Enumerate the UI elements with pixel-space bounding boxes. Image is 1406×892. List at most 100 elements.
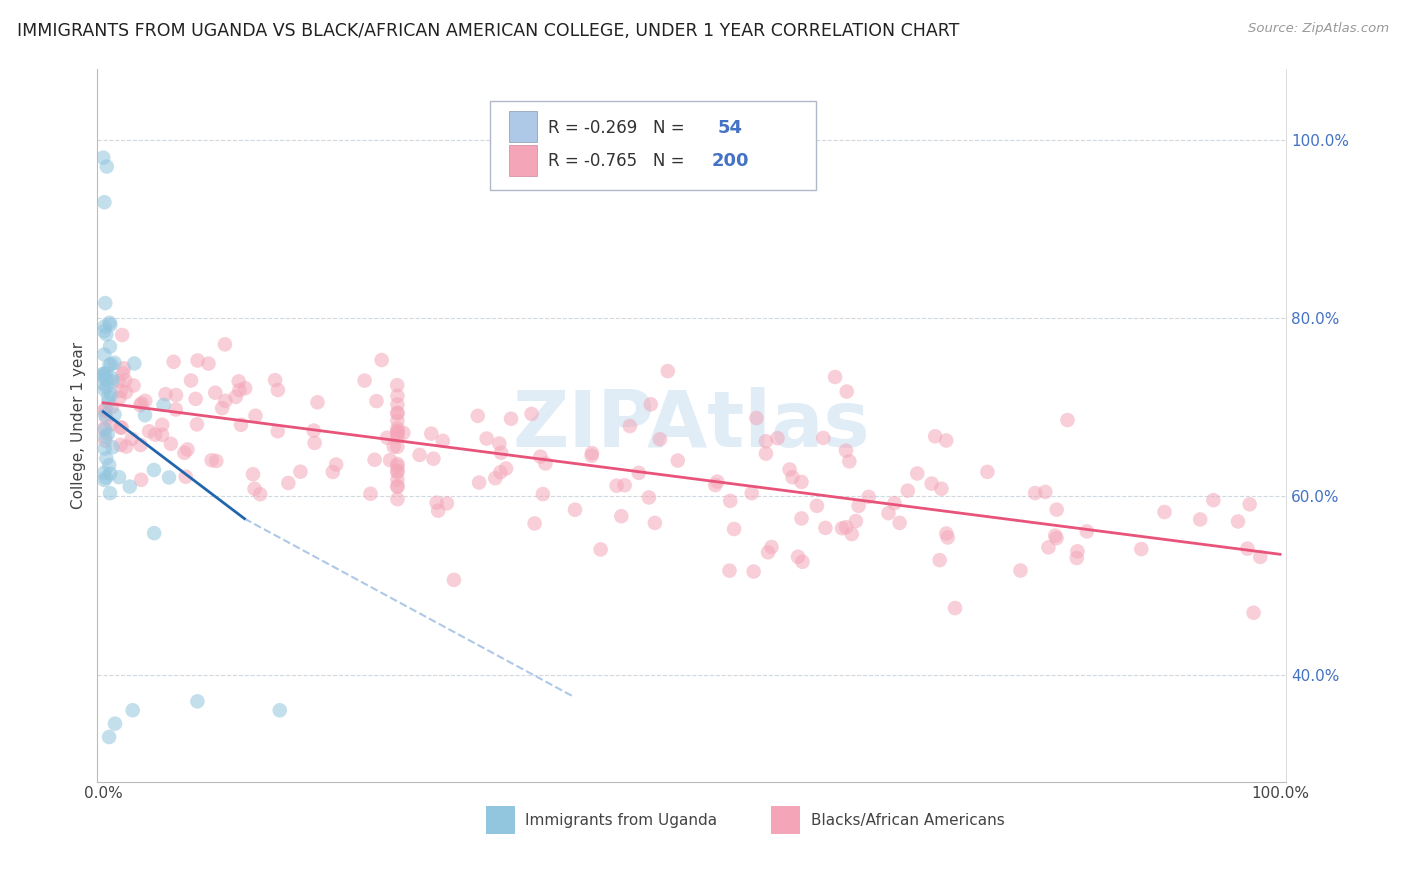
Point <box>98 486 121 500</box>
Point <box>186 694 208 708</box>
Point <box>129 398 152 412</box>
Point <box>467 409 489 423</box>
Point <box>111 367 134 381</box>
Point <box>718 494 741 508</box>
Point <box>936 531 959 545</box>
Point <box>531 487 554 501</box>
Point <box>201 453 224 467</box>
Point <box>134 393 156 408</box>
Point <box>100 417 122 432</box>
Point <box>564 502 586 516</box>
Point <box>103 408 125 422</box>
Point <box>121 703 143 717</box>
Point <box>366 394 388 409</box>
Point <box>883 496 905 510</box>
Point <box>98 358 121 372</box>
Point <box>814 521 837 535</box>
Point <box>93 369 115 384</box>
Point <box>325 458 347 472</box>
Text: R = -0.765   N =: R = -0.765 N = <box>548 153 689 170</box>
Point <box>103 356 125 370</box>
Point <box>184 392 207 406</box>
Text: 200: 200 <box>711 153 749 170</box>
Point <box>94 434 117 448</box>
Point <box>94 408 117 422</box>
Point <box>1130 542 1153 557</box>
Point <box>307 395 329 409</box>
Point <box>94 442 117 456</box>
Point <box>627 466 650 480</box>
Point <box>792 555 814 569</box>
Point <box>436 496 458 510</box>
Point <box>488 436 510 450</box>
Point <box>93 347 115 361</box>
Point <box>742 565 765 579</box>
Point <box>534 457 557 471</box>
Point <box>432 434 454 448</box>
Point <box>1033 484 1056 499</box>
Point <box>619 419 641 434</box>
Point <box>228 383 250 397</box>
Point <box>1189 512 1212 526</box>
FancyBboxPatch shape <box>772 805 800 834</box>
Point <box>233 381 256 395</box>
Point <box>426 496 449 510</box>
Point <box>495 461 517 475</box>
Point <box>93 403 115 417</box>
Point <box>180 374 202 388</box>
Point <box>176 442 198 457</box>
Text: R = -0.269   N =: R = -0.269 N = <box>548 119 695 136</box>
Point <box>93 383 115 397</box>
Point <box>806 499 828 513</box>
Point <box>387 414 409 428</box>
Point <box>197 357 219 371</box>
Point <box>581 449 603 463</box>
Point <box>1239 497 1261 511</box>
Point <box>589 542 612 557</box>
Point <box>755 447 778 461</box>
Point <box>666 453 689 467</box>
Point <box>897 483 920 498</box>
Point <box>606 478 628 492</box>
Point <box>94 422 117 436</box>
Point <box>242 467 264 482</box>
Point <box>387 492 409 507</box>
Point <box>484 471 506 485</box>
Point <box>385 378 408 392</box>
Point <box>375 431 398 445</box>
Point <box>205 454 228 468</box>
Point <box>108 374 131 388</box>
Point <box>163 355 186 369</box>
Point <box>93 195 115 210</box>
Point <box>142 463 165 477</box>
Point <box>657 364 679 378</box>
Point <box>160 437 183 451</box>
Point <box>387 440 409 454</box>
Point <box>824 370 846 384</box>
Point <box>931 482 953 496</box>
Point <box>93 367 115 381</box>
Point <box>115 385 138 400</box>
Point <box>94 373 117 387</box>
Point <box>387 473 409 487</box>
FancyBboxPatch shape <box>486 805 515 834</box>
Point <box>98 316 121 330</box>
Point <box>93 324 115 338</box>
FancyBboxPatch shape <box>509 145 537 177</box>
Point <box>110 384 132 398</box>
Point <box>143 427 166 442</box>
Point <box>98 467 121 481</box>
Point <box>245 409 267 423</box>
Point <box>101 371 124 385</box>
FancyBboxPatch shape <box>509 111 537 142</box>
Point <box>173 446 195 460</box>
Point <box>111 421 134 435</box>
Point <box>98 318 121 332</box>
Point <box>121 432 143 446</box>
Point <box>581 446 603 460</box>
Point <box>520 407 543 421</box>
Point <box>387 426 409 441</box>
Point <box>848 499 870 513</box>
Point <box>94 296 117 310</box>
Point <box>110 438 132 452</box>
